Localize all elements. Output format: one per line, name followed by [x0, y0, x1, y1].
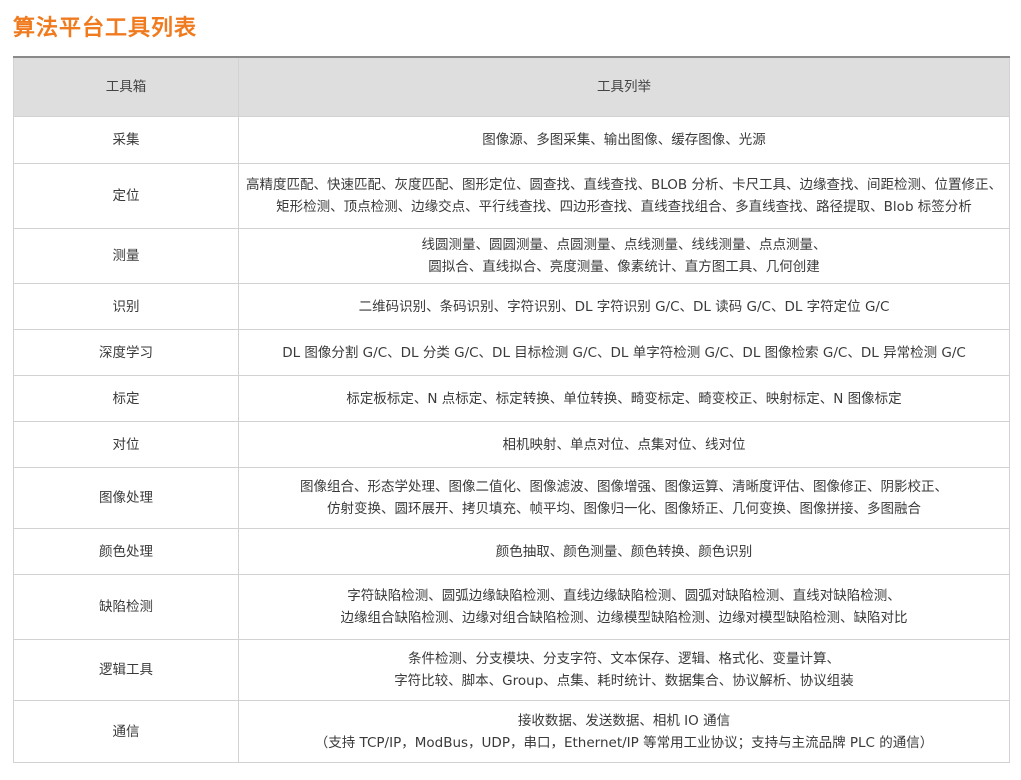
tools-cell: 接收数据、发送数据、相机 IO 通信 （支持 TCP/IP，ModBus，UDP，… [238, 700, 1010, 763]
tools-line: （支持 TCP/IP，ModBus，UDP，串口，Ethernet/IP 等常用… [314, 734, 934, 751]
page-title: 算法平台工具列表 [13, 16, 198, 41]
category-cell: 测量 [13, 228, 239, 284]
table-row: 缺陷检测 字符缺陷检测、圆弧边缘缺陷检测、直线边缘缺陷检测、圆弧对缺陷检测、直线对… [13, 574, 1010, 640]
tools-cell: 颜色抽取、颜色测量、颜色转换、颜色识别 [238, 528, 1010, 575]
tools-cell: 图像源、多图采集、输出图像、缓存图像、光源 [238, 116, 1010, 164]
tools-cell: 相机映射、单点对位、点集对位、线对位 [238, 421, 1010, 468]
table-row: 定位 高精度匹配、快速匹配、灰度匹配、图形定位、圆查找、直线查找、BLOB 分析、… [13, 163, 1010, 229]
tools-line: 边缘组合缺陷检测、边缘对组合缺陷检测、边缘模型缺陷检测、边缘对模型缺陷检测、缺陷… [340, 610, 908, 626]
header-toolbox: 工具箱 [13, 56, 239, 117]
category-cell: 标定 [13, 375, 239, 422]
category-cell: 采集 [13, 116, 239, 164]
category-cell: 识别 [13, 283, 239, 330]
category-cell: 缺陷检测 [13, 574, 239, 640]
tools-line: 二维码识别、条码识别、字符识别、DL 字符识别 G/C、DL 读码 G/C、DL… [358, 298, 890, 315]
tools-line: 接收数据、发送数据、相机 IO 通信 [517, 712, 731, 729]
tools-line: 仿射变换、圆环展开、拷贝填充、帧平均、图像归一化、图像矫正、几何变换、图像拼接、… [327, 501, 921, 517]
table-row: 图像处理 图像组合、形态学处理、图像二值化、图像滤波、图像增强、图像运算、清晰度评… [13, 467, 1010, 529]
table-row: 标定 标定板标定、N 点标定、标定转换、单位转换、畸变标定、畸变校正、映射标定、N… [13, 375, 1010, 422]
tools-line: 条件检测、分支模块、分支字符、文本保存、逻辑、格式化、变量计算、 [408, 651, 840, 667]
table-row: 采集 图像源、多图采集、输出图像、缓存图像、光源 [13, 116, 1010, 164]
tools-cell: 线圆测量、圆圆测量、点圆测量、点线测量、线线测量、点点测量、 圆拟合、直线拟合、亮… [238, 228, 1010, 284]
table-row: 通信 接收数据、发送数据、相机 IO 通信 （支持 TCP/IP，ModBus，UD… [13, 700, 1010, 763]
table-row: 颜色处理 颜色抽取、颜色测量、颜色转换、颜色识别 [13, 528, 1010, 575]
tools-line: 相机映射、单点对位、点集对位、线对位 [502, 436, 746, 453]
tools-cell: 图像组合、形态学处理、图像二值化、图像滤波、图像增强、图像运算、清晰度评估、图像… [238, 467, 1010, 529]
table-row: 对位 相机映射、单点对位、点集对位、线对位 [13, 421, 1010, 468]
tools-line: 颜色抽取、颜色测量、颜色转换、颜色识别 [495, 543, 753, 560]
table-header-row: 工具箱 工具列举 [13, 56, 1010, 117]
category-cell: 图像处理 [13, 467, 239, 529]
tools-line: 字符缺陷检测、圆弧边缘缺陷检测、直线边缘缺陷检测、圆弧对缺陷检测、直线对缺陷检测… [347, 588, 901, 604]
tools-line: 线圆测量、圆圆测量、点圆测量、点线测量、线线测量、点点测量、 [421, 237, 827, 253]
tools-line: 圆拟合、直线拟合、亮度测量、像素统计、直方图工具、几何创建 [428, 259, 820, 275]
tools-cell: 条件检测、分支模块、分支字符、文本保存、逻辑、格式化、变量计算、 字符比较、脚本、… [238, 639, 1010, 701]
tools-line: 字符比较、脚本、Group、点集、耗时统计、数据集合、协议解析、协议组装 [394, 673, 854, 689]
category-cell: 通信 [13, 700, 239, 763]
tools-line: 高精度匹配、快速匹配、灰度匹配、图形定位、圆查找、直线查找、BLOB 分析、卡尺… [246, 177, 1002, 193]
tools-cell: 高精度匹配、快速匹配、灰度匹配、图形定位、圆查找、直线查找、BLOB 分析、卡尺… [238, 163, 1010, 229]
tools-cell: 二维码识别、条码识别、字符识别、DL 字符识别 G/C、DL 读码 G/C、DL… [238, 283, 1010, 330]
tools-line: DL 图像分割 G/C、DL 分类 G/C、DL 目标检测 G/C、DL 单字符… [282, 344, 966, 361]
category-cell: 颜色处理 [13, 528, 239, 575]
table-row: 识别 二维码识别、条码识别、字符识别、DL 字符识别 G/C、DL 读码 G/C、… [13, 283, 1010, 330]
tools-line: 标定板标定、N 点标定、标定转换、单位转换、畸变标定、畸变校正、映射标定、N 图… [346, 390, 902, 407]
category-cell: 逻辑工具 [13, 639, 239, 701]
category-cell: 深度学习 [13, 329, 239, 376]
tools-cell: DL 图像分割 G/C、DL 分类 G/C、DL 目标检测 G/C、DL 单字符… [238, 329, 1010, 376]
tools-line: 矩形检测、顶点检测、边缘交点、平行线查找、四边形查找、直线查找组合、多直线查找、… [276, 199, 972, 215]
tools-line: 图像源、多图采集、输出图像、缓存图像、光源 [482, 132, 766, 148]
tools-line: 图像组合、形态学处理、图像二值化、图像滤波、图像增强、图像运算、清晰度评估、图像… [300, 479, 948, 495]
header-tool-list: 工具列举 [238, 56, 1010, 117]
category-cell: 定位 [13, 163, 239, 229]
tools-cell: 字符缺陷检测、圆弧边缘缺陷检测、直线边缘缺陷检测、圆弧对缺陷检测、直线对缺陷检测… [238, 574, 1010, 640]
table-row: 测量 线圆测量、圆圆测量、点圆测量、点线测量、线线测量、点点测量、 圆拟合、直线拟合… [13, 228, 1010, 284]
category-cell: 对位 [13, 421, 239, 468]
table-row: 逻辑工具 条件检测、分支模块、分支字符、文本保存、逻辑、格式化、变量计算、 字符比较… [13, 639, 1010, 701]
table-row: 深度学习 DL 图像分割 G/C、DL 分类 G/C、DL 目标检测 G/C、DL… [13, 329, 1010, 376]
tools-cell: 标定板标定、N 点标定、标定转换、单位转换、畸变标定、畸变校正、映射标定、N 图… [238, 375, 1010, 422]
tool-table: 工具箱 工具列举 采集 图像源、多图采集、输出图像、缓存图像、光源定位 高精度匹配、… [13, 56, 1010, 763]
